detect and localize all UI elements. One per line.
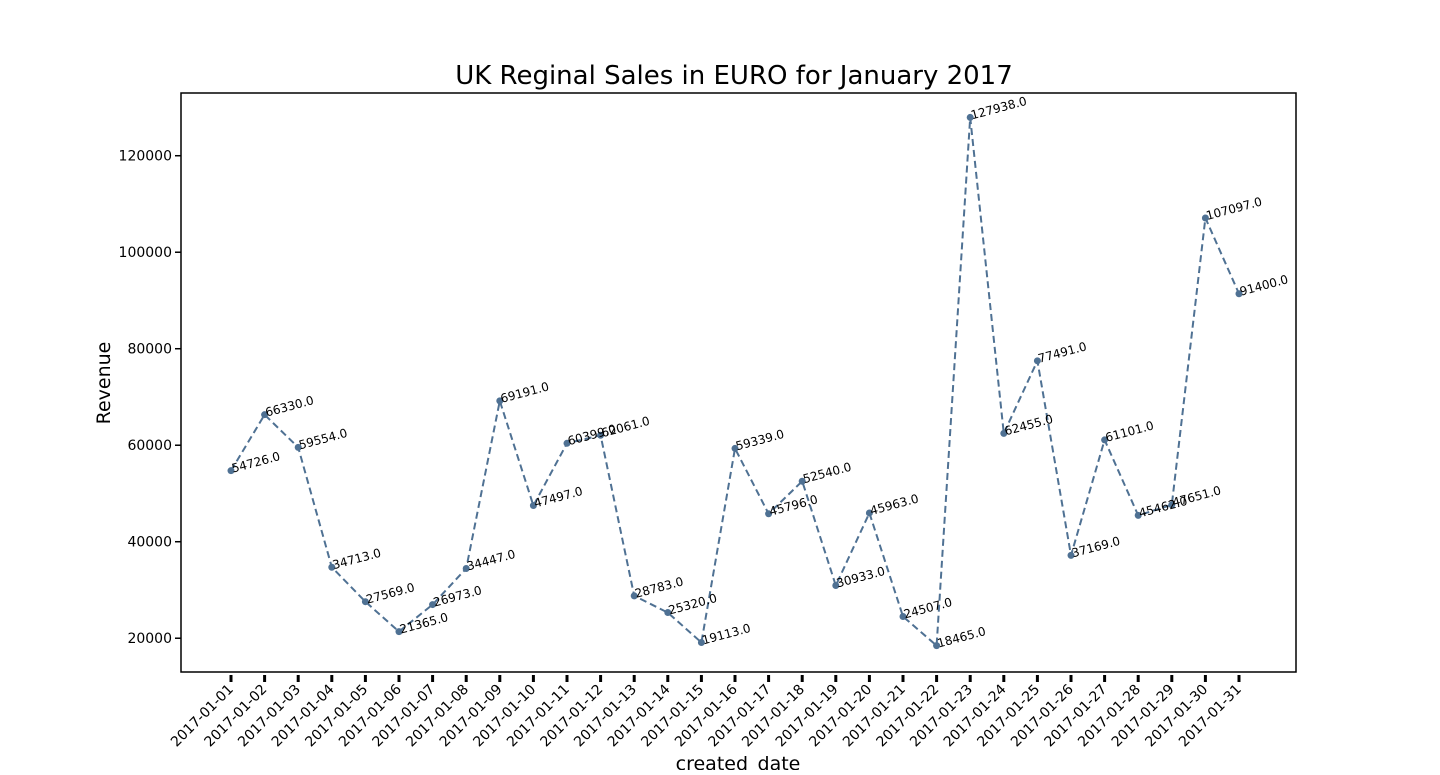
data-point [933,642,941,650]
data-label: 24507.0 [902,595,954,621]
y-tick-label: 80000 [127,342,172,358]
data-point [798,477,806,485]
data-label: 59554.0 [297,426,349,452]
y-axis-ticks: 20000 40000 60000 80000 100000 120000 [119,149,181,647]
y-axis-label: Revenue [93,342,115,425]
data-label: 34713.0 [331,546,383,572]
data-label: 54726.0 [230,449,282,475]
data-point [1134,511,1142,519]
chart-title: UK Reginal Sales in EURO for January 201… [455,61,1013,91]
data-point [597,431,605,439]
data-point [1168,501,1176,509]
data-label: 127938.0 [969,94,1028,122]
data-label: 27569.0 [365,580,417,606]
data-point [966,113,974,121]
data-label: 45796.0 [768,492,820,518]
data-label: 59339.0 [734,427,786,453]
data-point [630,592,638,600]
data-point [765,510,773,518]
data-label: 30933.0 [835,564,887,590]
data-label: 77491.0 [1037,339,1089,365]
data-point [1235,290,1243,298]
data-label: 91400.0 [1238,272,1290,298]
data-label: 47497.0 [533,484,585,510]
data-point [429,601,437,609]
data-point [865,509,873,517]
data-label: 34447.0 [465,547,517,573]
y-tick-label: 100000 [119,245,172,261]
data-point [328,563,336,571]
data-labels: 54726.0 66330.0 59554.0 34713.0 27569.0 21365… [230,94,1290,651]
data-points [227,113,1243,650]
y-tick-label: 120000 [119,149,172,165]
data-point [1067,551,1075,559]
data-label: 52540.0 [801,460,853,486]
x-axis-ticks: 2017-01-012017-01-022017-01-032017-01-04… [168,675,1245,750]
y-tick-label: 60000 [127,438,172,454]
series-line [230,117,1240,648]
data-point [261,411,269,419]
data-point [294,443,302,451]
plot-area-frame [180,92,1297,673]
data-point [899,612,907,620]
data-point [731,444,739,452]
data-point [361,598,369,606]
y-tick-label: 20000 [127,631,172,647]
data-label: 18465.0 [936,624,988,650]
data-point [395,628,403,636]
data-label: 62455.0 [1003,412,1055,438]
data-label: 47651.0 [1171,483,1223,509]
data-point [1000,429,1008,437]
data-point [1201,214,1209,222]
data-label: 61101.0 [1104,418,1156,444]
data-point [1101,436,1109,444]
data-label: 107097.0 [1205,195,1264,223]
data-label: 21365.0 [398,610,450,636]
x-axis-label: created_date [676,753,801,770]
data-point [462,565,470,573]
data-point [227,467,235,475]
data-label: 62061.0 [600,414,652,440]
data-label: 66330.0 [264,393,316,419]
data-label: 19113.0 [701,621,753,647]
data-point [1033,357,1041,365]
data-point [664,609,672,617]
data-label: 26973.0 [432,583,484,609]
data-point [832,581,840,589]
y-tick-label: 40000 [127,535,172,551]
data-point [529,502,537,510]
data-label: 37169.0 [1070,534,1122,560]
data-label: 69191.0 [499,379,551,405]
data-label: 25320.0 [667,591,719,617]
data-label: 28783.0 [633,574,685,600]
data-point [496,397,504,405]
data-label: 45963.0 [869,491,921,517]
data-point [697,639,705,647]
data-point [563,439,571,447]
